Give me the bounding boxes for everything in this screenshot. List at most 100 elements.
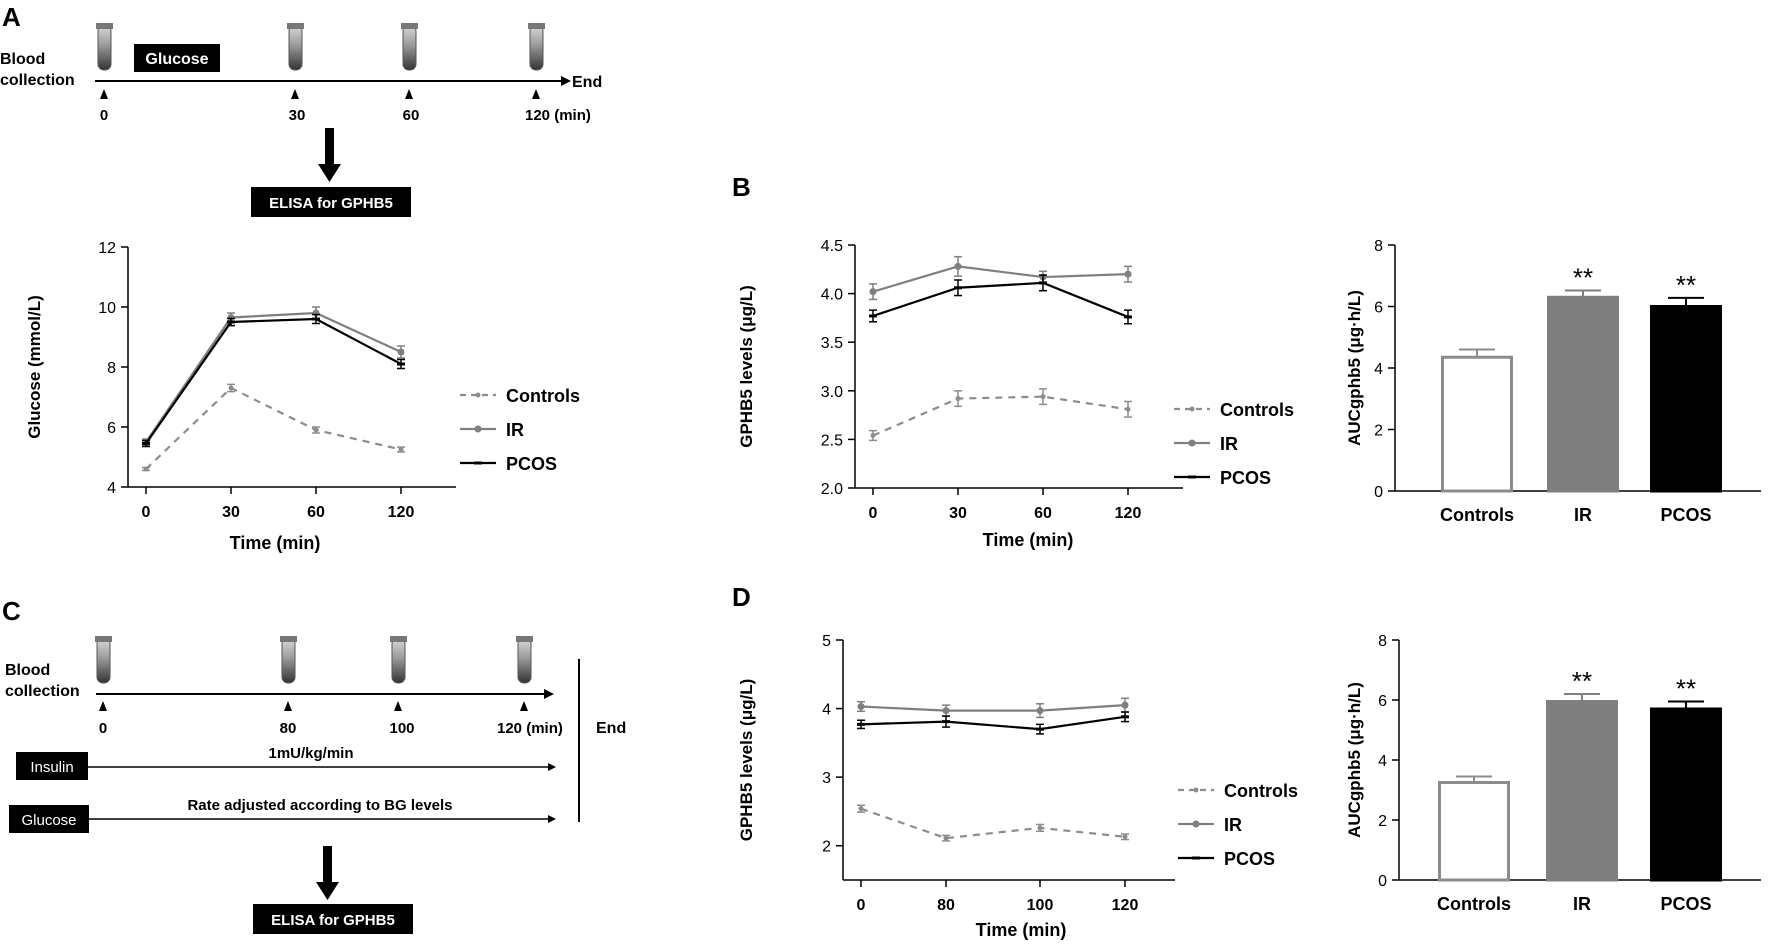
tick-marker-c-0	[99, 701, 107, 711]
tick-label-c-0: 0	[99, 720, 107, 737]
blood-tube-icon	[516, 636, 533, 684]
legend-marker	[1192, 820, 1200, 828]
data-point	[1121, 701, 1129, 709]
bar-pcos	[1650, 707, 1722, 882]
x-axis-title: Time (min)	[230, 533, 321, 553]
y-tick-label: 3	[822, 770, 831, 787]
y-tick-label: 4.5	[821, 238, 843, 255]
tick-marker-c-120	[520, 701, 528, 711]
x-tick-label: Controls	[1440, 505, 1514, 525]
series-line-ir	[872, 265, 1129, 293]
elisa-box-c	[253, 904, 413, 934]
y-tick-label: 2	[1374, 423, 1383, 440]
legend-label-controls: Controls	[1224, 781, 1298, 801]
y-tick-label: 2.5	[821, 432, 843, 449]
blood-tube-icon	[96, 23, 113, 71]
x-tick-label: IR	[1573, 894, 1591, 914]
significance-label: **	[1573, 263, 1593, 293]
y-tick-label: 0	[1374, 484, 1383, 501]
bar-controls	[1438, 781, 1510, 882]
data-point	[227, 320, 235, 324]
x-tick-label: 0	[869, 505, 878, 522]
legend-marker	[1188, 475, 1196, 479]
data-point	[398, 447, 404, 452]
legend-label-pcos: PCOS	[1220, 468, 1271, 488]
panel-label-d: D	[732, 582, 751, 612]
tick-label-a-120: 120 (min)	[525, 107, 591, 124]
data-point	[943, 835, 949, 841]
end-label-a: End	[572, 74, 602, 91]
end-label-c: End	[596, 720, 626, 737]
x-axis-title: Time (min)	[976, 920, 1067, 940]
tick-label-c-100: 100	[389, 720, 414, 737]
data-point	[857, 703, 865, 711]
data-point	[1125, 406, 1131, 412]
y-tick-label: 4	[1374, 361, 1383, 378]
series-line-pcos	[860, 715, 1126, 731]
chart-b-bar: 0 2 4 6 8 AUCgphb5 (μg·h/L) Controls IR ** PCOS **	[1345, 238, 1761, 525]
data-point	[142, 442, 150, 445]
y-tick-label: 8	[1374, 238, 1383, 255]
data-point	[397, 348, 405, 356]
tick-label-a-30: 30	[289, 107, 306, 124]
legend-marker	[1188, 439, 1196, 447]
data-point	[1036, 727, 1044, 731]
x-tick-label: PCOS	[1660, 894, 1711, 914]
legend-label-ir: IR	[506, 420, 524, 440]
data-point	[869, 314, 877, 318]
data-point	[942, 720, 950, 724]
glucose-box-a-label: Glucose	[145, 51, 208, 68]
glucose-arrowhead	[548, 815, 556, 823]
legend-label-pcos: PCOS	[1224, 849, 1275, 869]
legend-marker	[475, 392, 481, 398]
scheme-a: Blood collection End Glucose 0 30 60 120…	[0, 23, 602, 217]
y-tick-label: 2	[822, 839, 831, 856]
data-point	[227, 314, 235, 321]
y-axis-title: AUCgphb5 (μg·h/L)	[1345, 682, 1364, 838]
data-point	[1039, 281, 1047, 285]
x-tick-label: 0	[142, 504, 151, 521]
legend-label-controls: Controls	[1220, 400, 1294, 420]
y-tick-label: 0	[1378, 873, 1387, 890]
blood-collection-label-c2: collection	[5, 683, 80, 700]
blood-tube-icon	[280, 636, 297, 684]
y-tick-label: 2	[1378, 813, 1387, 830]
legend-marker	[1192, 856, 1200, 860]
scheme-c: Blood collection End 0 80 100 120 (min) …	[5, 636, 626, 934]
legend-label-pcos: PCOS	[506, 454, 557, 474]
data-point	[870, 433, 876, 439]
glucose-rate-label: Rate adjusted according to BG levels	[187, 797, 452, 814]
chart-d-bar: 0 2 4 6 8 AUCgphb5 (μg·h/L) Controls IR ** PCOS **	[1345, 633, 1761, 914]
chart-d-line: 2 3 4 5 0 80 100 120 Time (min) GPHB5 levels (μg/…	[737, 633, 1298, 940]
y-tick-label: 6	[1378, 693, 1387, 710]
y-tick-label: 6	[107, 420, 116, 437]
tick-marker-a-30	[291, 89, 299, 99]
legend-marker	[474, 461, 482, 465]
significance-label: **	[1572, 666, 1592, 696]
x-tick-label: 120	[1115, 505, 1142, 522]
data-point	[313, 427, 319, 433]
elisa-box-c-label: ELISA for GPHB5	[271, 912, 395, 929]
timeline-c-arrowhead	[544, 689, 554, 699]
x-tick-label: IR	[1574, 505, 1592, 525]
tick-marker-a-120	[532, 89, 540, 99]
data-point	[954, 262, 962, 270]
insulin-arrowhead	[548, 763, 556, 771]
bar-controls	[1441, 355, 1513, 493]
y-tick-label: 10	[98, 300, 116, 317]
y-axis-title: Glucose (mmol/L)	[25, 295, 44, 439]
glucose-box-c	[9, 805, 89, 833]
panel-label-b: B	[732, 172, 751, 202]
x-axis-title: Time (min)	[983, 530, 1074, 550]
legend-label-ir: IR	[1220, 434, 1238, 454]
data-point	[1124, 315, 1132, 319]
tick-label-a-0: 0	[100, 107, 108, 124]
x-tick-label: PCOS	[1660, 505, 1711, 525]
series-line-pcos	[872, 281, 1129, 318]
y-tick-label: 4	[822, 702, 831, 719]
panel-label-c: C	[2, 596, 21, 626]
blood-collection-label-c1: Blood	[5, 662, 50, 679]
y-axis-title: GPHB5 levels (μg/L)	[737, 285, 756, 448]
y-tick-label: 5	[822, 633, 831, 650]
y-tick-label: 4.0	[821, 287, 843, 304]
